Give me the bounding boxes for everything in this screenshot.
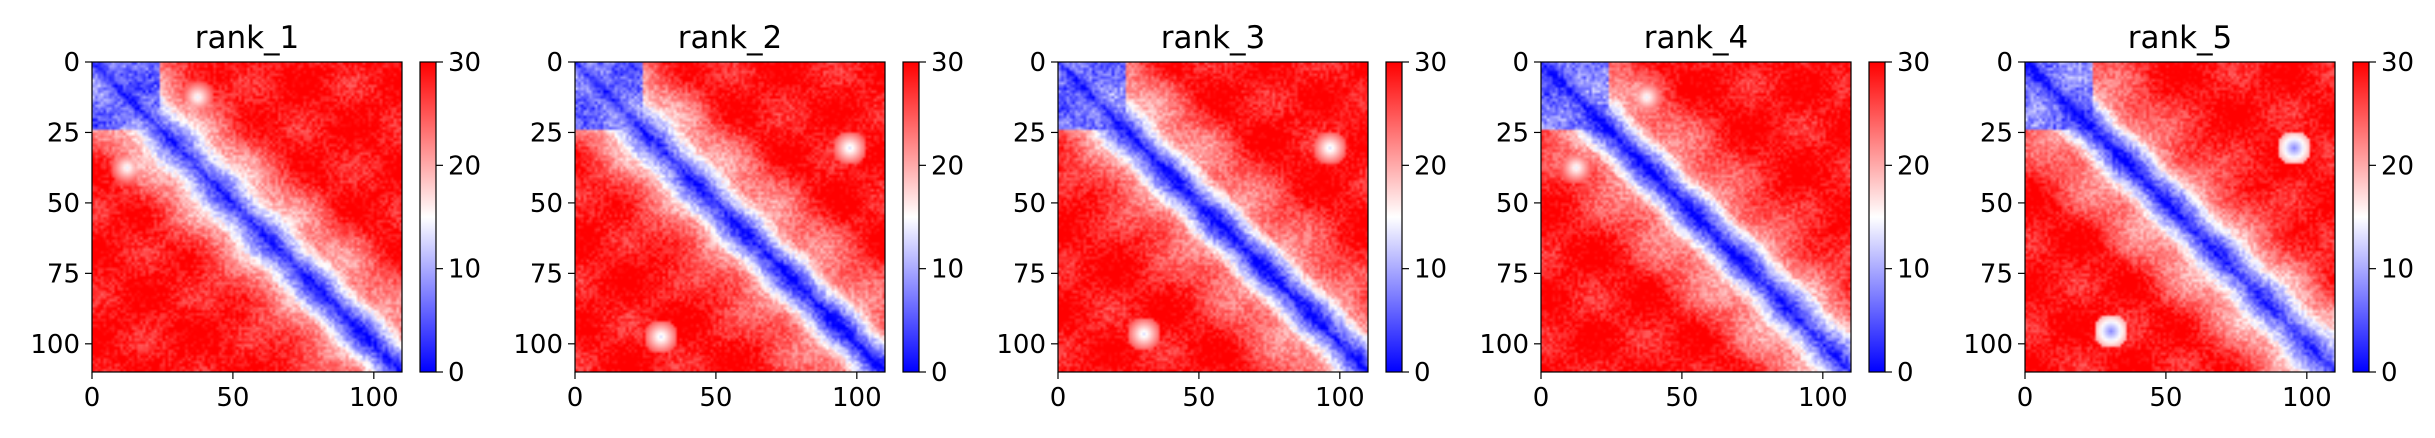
colorbar-tick-label: 0 bbox=[2381, 358, 2398, 388]
panel-title: rank_5 bbox=[2128, 20, 2233, 56]
heatmap-image bbox=[2025, 62, 2335, 372]
axes-frame bbox=[2024, 61, 2336, 373]
x-tick-label: 50 bbox=[216, 383, 249, 413]
colorbar bbox=[902, 61, 920, 373]
panel-title: rank_1 bbox=[195, 20, 300, 56]
x-tick-label: 100 bbox=[2282, 383, 2332, 413]
y-tick-label: 75 bbox=[1013, 259, 1046, 289]
axes-frame bbox=[1057, 61, 1369, 373]
colorbar-tick-label: 0 bbox=[931, 358, 948, 388]
colorbar-tick-label: 10 bbox=[1414, 255, 1447, 285]
panel-title: rank_2 bbox=[678, 20, 783, 56]
colorbar-tick-label: 20 bbox=[2381, 151, 2414, 181]
y-tick-label: 100 bbox=[996, 330, 1046, 360]
heatmap-image bbox=[92, 62, 402, 372]
y-tick-label: 100 bbox=[513, 330, 563, 360]
y-tick-label: 75 bbox=[1980, 259, 2013, 289]
y-tick-label: 100 bbox=[30, 330, 80, 360]
colorbar-tick-label: 20 bbox=[448, 151, 481, 181]
y-tick-label: 100 bbox=[1963, 330, 2013, 360]
y-tick-label: 0 bbox=[1029, 48, 1046, 78]
colorbar-tick-label: 0 bbox=[1414, 358, 1431, 388]
colorbar bbox=[1868, 61, 1886, 373]
x-tick-label: 100 bbox=[1315, 383, 1365, 413]
y-tick-label: 25 bbox=[47, 118, 80, 148]
heatmap-image bbox=[575, 62, 885, 372]
colorbar-tick-label: 10 bbox=[1897, 255, 1930, 285]
heatmap-image bbox=[1541, 62, 1851, 372]
axes-frame bbox=[91, 61, 403, 373]
y-tick-label: 0 bbox=[1512, 48, 1529, 78]
y-tick-label: 50 bbox=[530, 189, 563, 219]
colorbar-tick-label: 10 bbox=[2381, 255, 2414, 285]
colorbar-tick-label: 30 bbox=[448, 48, 481, 78]
y-tick-label: 50 bbox=[47, 189, 80, 219]
colorbar-tick-label: 20 bbox=[1897, 151, 1930, 181]
y-tick-label: 75 bbox=[47, 259, 80, 289]
colorbar-tick-label: 20 bbox=[931, 151, 964, 181]
y-tick-label: 25 bbox=[1496, 118, 1529, 148]
y-tick-label: 25 bbox=[1980, 118, 2013, 148]
y-tick-label: 0 bbox=[63, 48, 80, 78]
colorbar-tick-label: 30 bbox=[2381, 48, 2414, 78]
y-tick-label: 50 bbox=[1496, 189, 1529, 219]
x-tick-label: 0 bbox=[84, 383, 101, 413]
panel-title: rank_4 bbox=[1644, 20, 1749, 56]
colorbar-tick-label: 30 bbox=[1897, 48, 1930, 78]
panel-title: rank_3 bbox=[1161, 20, 1266, 56]
y-tick-label: 0 bbox=[1996, 48, 2013, 78]
colorbar-tick-label: 30 bbox=[1414, 48, 1447, 78]
y-tick-label: 50 bbox=[1980, 189, 2013, 219]
colorbar bbox=[1385, 61, 1403, 373]
colorbar-tick-label: 10 bbox=[931, 255, 964, 285]
x-tick-label: 0 bbox=[1050, 383, 1067, 413]
heatmap-image bbox=[1058, 62, 1368, 372]
x-tick-label: 50 bbox=[1182, 383, 1215, 413]
colorbar-tick-label: 0 bbox=[1897, 358, 1914, 388]
colorbar-tick-label: 20 bbox=[1414, 151, 1447, 181]
y-tick-label: 25 bbox=[1013, 118, 1046, 148]
y-tick-label: 100 bbox=[1479, 330, 1529, 360]
x-tick-label: 100 bbox=[832, 383, 882, 413]
axes-frame bbox=[1540, 61, 1852, 373]
y-tick-label: 50 bbox=[1013, 189, 1046, 219]
y-tick-label: 25 bbox=[530, 118, 563, 148]
x-tick-label: 50 bbox=[1665, 383, 1698, 413]
x-tick-label: 100 bbox=[1798, 383, 1848, 413]
x-tick-label: 0 bbox=[2017, 383, 2034, 413]
axes-frame bbox=[574, 61, 886, 373]
y-tick-label: 0 bbox=[546, 48, 563, 78]
colorbar-tick-label: 0 bbox=[448, 358, 465, 388]
x-tick-label: 50 bbox=[2149, 383, 2182, 413]
y-tick-label: 75 bbox=[1496, 259, 1529, 289]
colorbar-tick-label: 30 bbox=[931, 48, 964, 78]
x-tick-label: 100 bbox=[349, 383, 399, 413]
x-tick-label: 0 bbox=[567, 383, 584, 413]
x-tick-label: 50 bbox=[699, 383, 732, 413]
colorbar-tick-label: 10 bbox=[448, 255, 481, 285]
colorbar bbox=[419, 61, 437, 373]
colorbar bbox=[2352, 61, 2370, 373]
y-tick-label: 75 bbox=[530, 259, 563, 289]
x-tick-label: 0 bbox=[1533, 383, 1550, 413]
